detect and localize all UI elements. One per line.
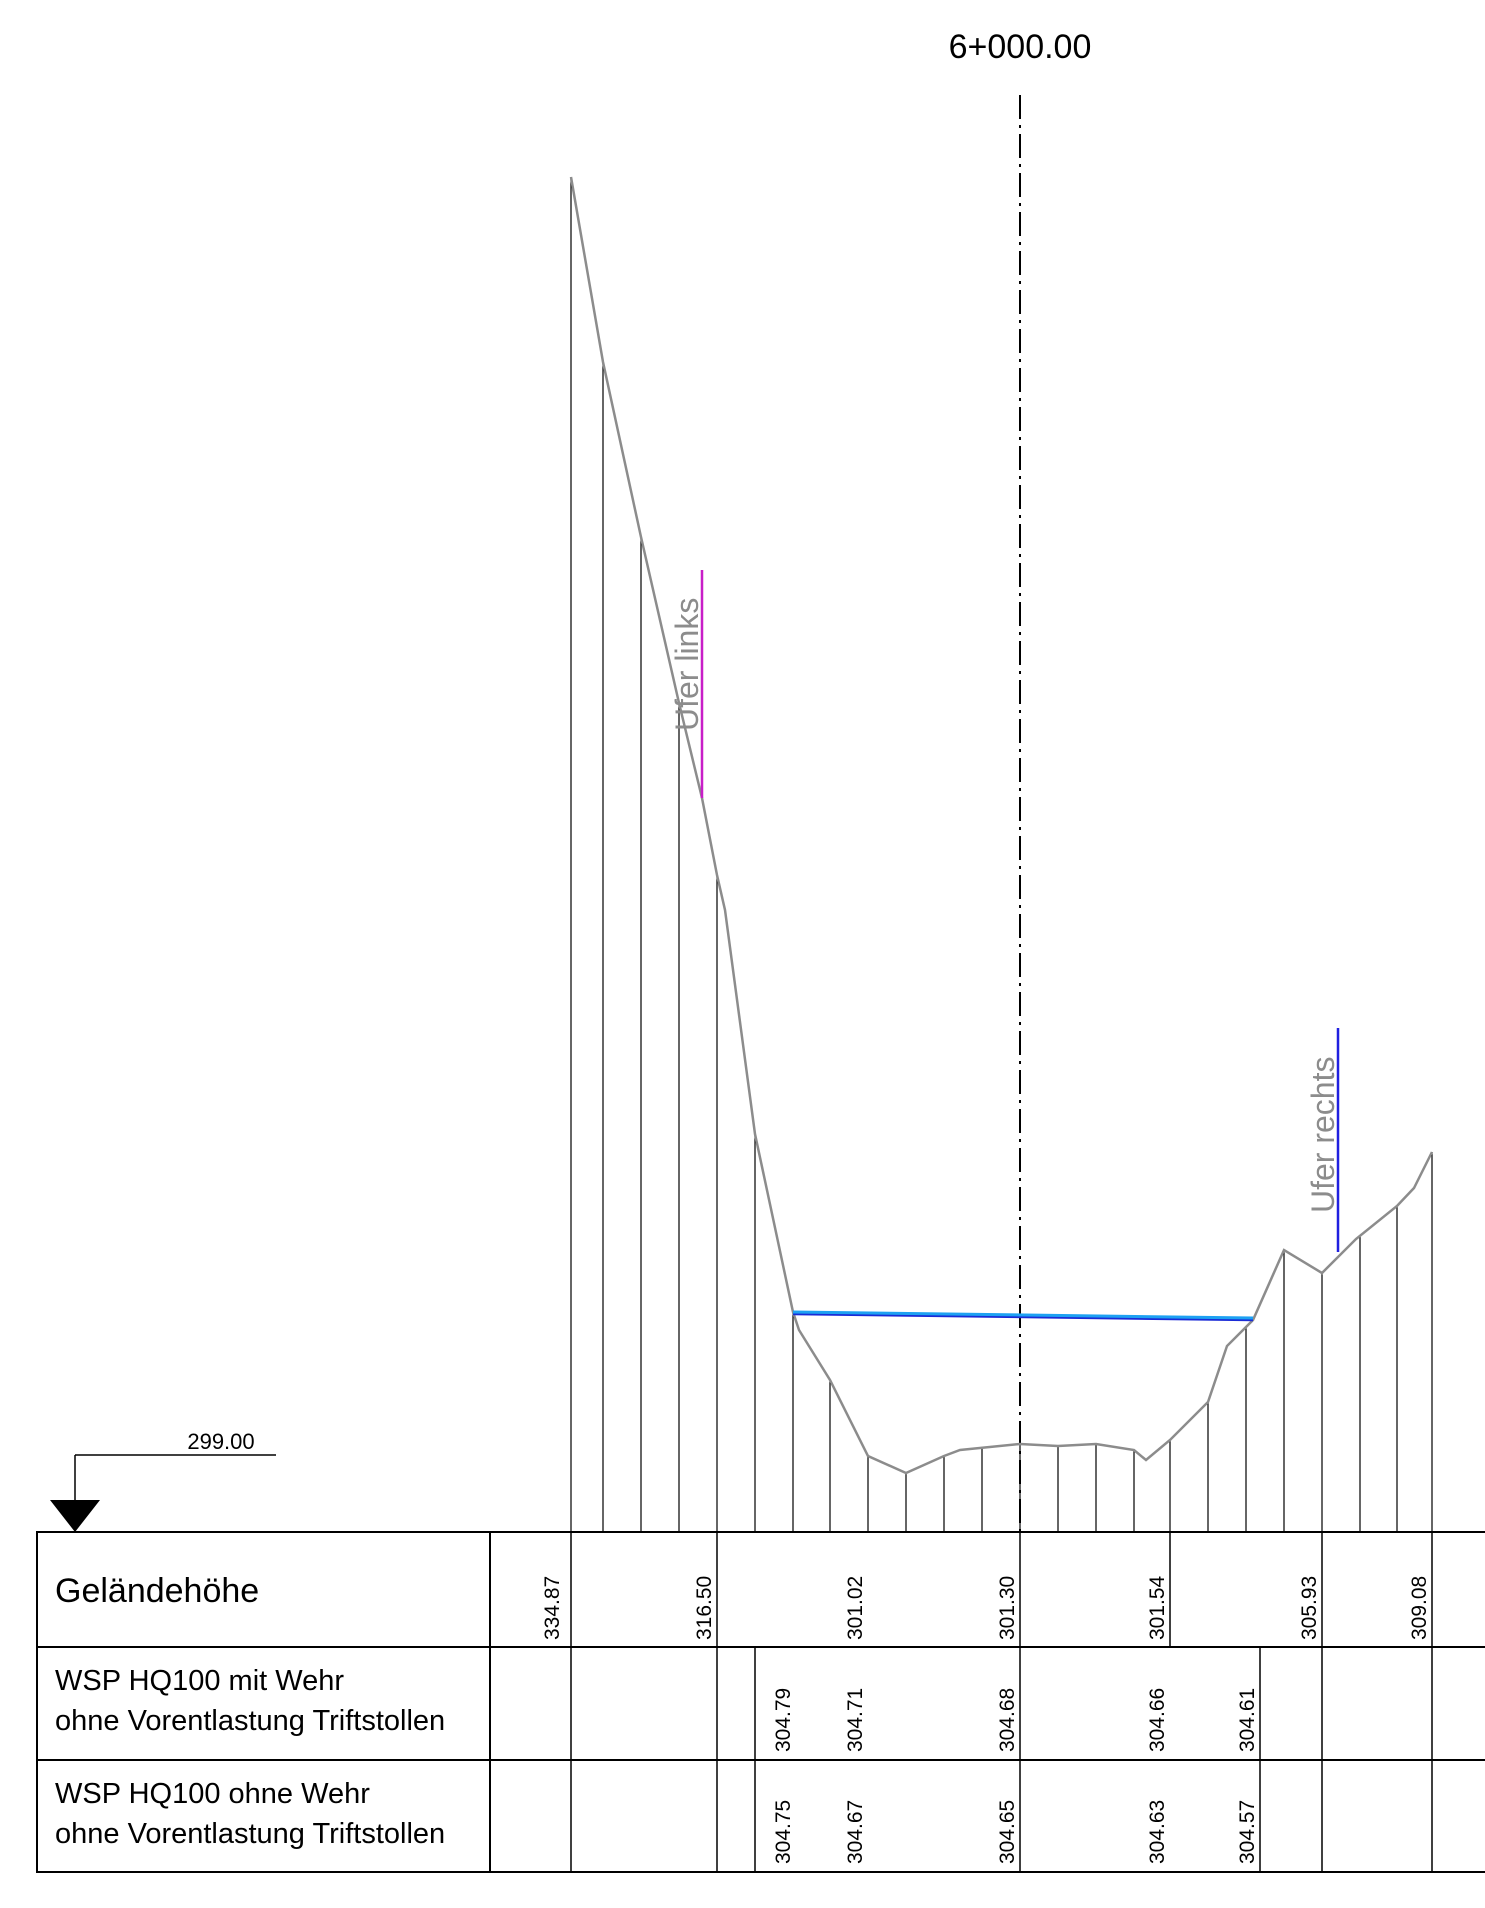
table-column-lines xyxy=(570,1532,1433,1872)
row-label-wsp-mit-wehr-line2: ohne Vorentlastung Triftstollen xyxy=(55,1705,445,1737)
terrain-drop-lines xyxy=(570,177,1433,1532)
row-label-wsp-ohne-wehr: WSP HQ100 ohne Wehr xyxy=(55,1778,370,1810)
table-value: 304.63 xyxy=(1146,1800,1169,1864)
table-value: 305.93 xyxy=(1298,1576,1321,1640)
water-surface-mit-wehr xyxy=(792,1310,1254,1320)
table-value: 304.67 xyxy=(844,1800,867,1864)
reference-level-value: 299.00 xyxy=(187,1429,254,1454)
reference-level-triangle xyxy=(50,1500,100,1532)
row-label-wsp-mit-wehr: WSP HQ100 mit Wehr xyxy=(55,1665,344,1697)
table-value: 301.02 xyxy=(844,1576,867,1640)
table-value: 309.08 xyxy=(1408,1576,1431,1640)
row-label-wsp-ohne-wehr-line2: ohne Vorentlastung Triftstollen xyxy=(55,1818,445,1850)
data-table: Geländehöhe WSP HQ100 mit Wehr ohne Vore… xyxy=(36,1531,1485,1873)
table-value: 304.75 xyxy=(772,1800,795,1864)
table-value: 304.71 xyxy=(844,1688,867,1752)
table-values: 334.87 316.50 301.02 301.30 301.54 305.93 309.… xyxy=(541,1575,1431,1864)
table-value: 334.87 xyxy=(541,1576,564,1640)
station-label: 6+000.00 xyxy=(949,28,1092,66)
right-bank-label: Ufer rechts xyxy=(1305,1057,1341,1213)
terrain-profile-line xyxy=(569,176,1434,1475)
table-value: 304.65 xyxy=(996,1800,1019,1864)
table-value: 301.54 xyxy=(1146,1575,1169,1640)
table-value: 304.61 xyxy=(1236,1688,1259,1752)
table-value: 304.57 xyxy=(1236,1800,1259,1864)
water-surface-ohne-wehr xyxy=(792,1312,1254,1322)
table-value: 304.79 xyxy=(772,1688,795,1752)
table-value: 316.50 xyxy=(693,1576,716,1640)
row-label-gelaendehoehe: Geländehöhe xyxy=(55,1572,259,1610)
table-border xyxy=(36,1531,1485,1873)
table-value: 301.30 xyxy=(996,1576,1019,1640)
table-value: 304.68 xyxy=(996,1688,1019,1752)
table-value: 304.66 xyxy=(1146,1688,1169,1752)
left-bank-label: Ufer links xyxy=(669,598,705,731)
